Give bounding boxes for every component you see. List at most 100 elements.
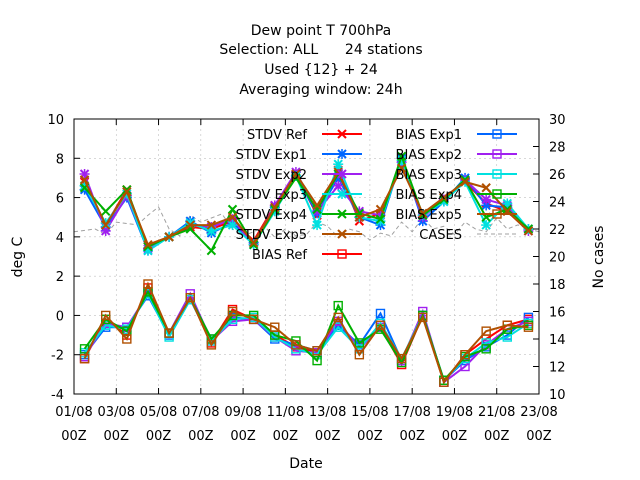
data-point: [227, 220, 238, 231]
data-point: [439, 194, 449, 205]
y2-axis-label: No cases: [591, 226, 607, 289]
data-point: [185, 293, 195, 303]
data-point: [439, 192, 449, 203]
title-line-1: Dew point T 700hPa: [251, 23, 391, 39]
series-bias-exp5: [79, 279, 534, 387]
series-line: [83, 289, 529, 383]
series-line: [83, 157, 530, 253]
data-point: [312, 355, 322, 366]
data-point: [337, 169, 347, 179]
y-tick-label: -4: [51, 388, 64, 403]
x-tick-label: 13/08: [309, 405, 346, 420]
series-stdv-exp5: [79, 163, 534, 250]
y2-tick-label: 30: [549, 113, 566, 128]
series-line: [83, 291, 529, 383]
data-point: [227, 204, 238, 215]
x-tick-label-time: 00Z: [61, 429, 87, 444]
data-point: [270, 322, 280, 332]
data-point: [492, 149, 502, 159]
x-tick-label-time: 00Z: [442, 429, 468, 444]
data-point: [396, 353, 407, 364]
data-point: [354, 338, 365, 348]
title-line-4: Averaging window: 24h: [239, 82, 402, 98]
data-point: [481, 194, 492, 205]
data-point: [523, 226, 534, 236]
y2-tick-label: 22: [549, 223, 566, 238]
data-point: [337, 149, 347, 159]
data-point: [312, 346, 322, 356]
y2-tick-label: 16: [549, 306, 566, 321]
y2-tick-label: 20: [549, 251, 566, 266]
data-point: [185, 220, 195, 230]
data-point: [418, 208, 428, 218]
x-tick-label: 15/08: [351, 405, 388, 420]
legend-label: BIAS Exp2: [396, 148, 462, 163]
legend-label: BIAS Exp4: [396, 188, 462, 203]
data-point: [460, 177, 470, 187]
title-line-2: Selection: ALL 24 stations: [219, 42, 422, 58]
x-tick-label-time: 00Z: [357, 429, 383, 444]
series-line: [83, 291, 529, 384]
legend-label: BIAS Ref: [252, 248, 307, 263]
series-bias-exp2: [79, 289, 534, 387]
legend-entry: STDV Exp4: [236, 208, 362, 223]
data-point: [502, 320, 512, 330]
legend-label: BIAS Exp5: [396, 208, 462, 223]
legend-label: CASES: [419, 228, 462, 243]
y2-tick-label: 26: [549, 168, 566, 183]
data-point: [227, 306, 238, 317]
legend-entry: STDV Exp2: [236, 168, 362, 183]
y-tick-label: 8: [56, 152, 64, 167]
y-tick-label: 2: [56, 270, 64, 285]
x-tick-label: 23/08: [520, 405, 557, 420]
legend-label: BIAS Exp3: [396, 168, 462, 183]
data-point: [337, 129, 347, 139]
data-point: [270, 202, 280, 213]
series-layer: [79, 151, 534, 387]
x-tick-label-time: 00Z: [399, 429, 425, 444]
x-tick-label: 11/08: [267, 405, 304, 420]
x-tick-label-time: 00Z: [484, 429, 510, 444]
legend-entry: STDV Exp5: [236, 228, 362, 243]
data-point: [122, 186, 132, 197]
data-point: [333, 322, 343, 332]
data-point: [492, 129, 502, 139]
y-tick-label: 0: [56, 309, 64, 324]
data-point: [502, 204, 513, 215]
data-point: [248, 314, 259, 325]
x-tick-label: 17/08: [393, 405, 430, 420]
data-point: [79, 175, 90, 185]
legend-label: STDV Exp5: [236, 228, 307, 243]
data-point: [396, 151, 407, 162]
x-tick-label-time: 00Z: [188, 429, 214, 444]
data-point: [122, 185, 132, 195]
data-point: [164, 232, 174, 242]
data-point: [375, 214, 386, 224]
data-point: [337, 209, 347, 219]
data-point: [291, 169, 301, 179]
y2-tick-label: 10: [549, 388, 566, 403]
x-tick-label-time: 00Z: [273, 429, 299, 444]
legend-entry: STDV Exp1: [236, 148, 362, 163]
cases-series: [73, 206, 540, 241]
x-tick-label: 21/08: [478, 405, 515, 420]
legend-entry: BIAS Exp5: [396, 208, 517, 223]
chart-title: Dew point T 700hPa Selection: ALL 24 sta…: [219, 23, 422, 98]
data-point: [333, 312, 343, 323]
legend-label: STDV Exp2: [236, 168, 307, 183]
data-point: [143, 279, 153, 289]
series-bias-exp4: [79, 287, 534, 385]
data-point: [481, 326, 491, 336]
series-line: [83, 281, 529, 385]
legend-label: BIAS Exp1: [396, 128, 462, 143]
series-line: [83, 165, 530, 246]
data-point: [492, 189, 502, 199]
data-point: [227, 212, 238, 222]
data-point: [492, 209, 502, 219]
series-line: [83, 293, 530, 383]
y-tick-label: 4: [56, 231, 64, 246]
y2-tick-label: 28: [549, 141, 566, 156]
x-tick-label-time: 00Z: [526, 429, 552, 444]
legend-entry: BIAS Exp4: [396, 188, 517, 203]
